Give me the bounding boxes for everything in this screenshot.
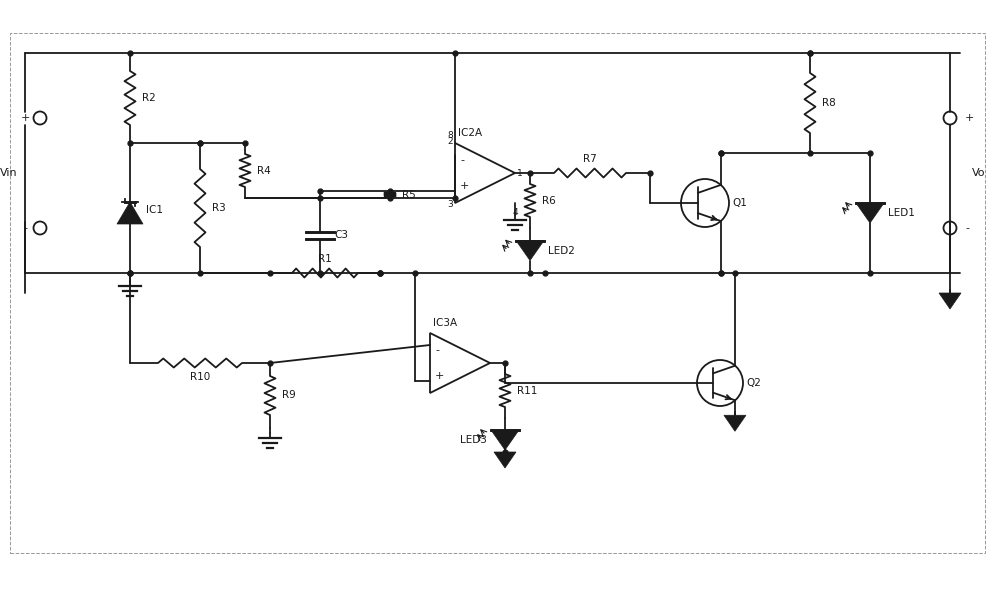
Text: IC3A: IC3A <box>433 318 457 328</box>
Polygon shape <box>491 430 519 450</box>
Text: +: + <box>965 113 974 123</box>
Text: 2: 2 <box>447 137 453 146</box>
Text: R9: R9 <box>282 390 296 401</box>
Text: R6: R6 <box>542 196 556 205</box>
Text: R1: R1 <box>318 254 332 264</box>
Text: -: - <box>460 155 464 165</box>
Polygon shape <box>724 415 746 431</box>
Text: LED1: LED1 <box>888 208 915 218</box>
Text: R5: R5 <box>402 190 416 199</box>
Text: LED2: LED2 <box>548 245 575 256</box>
Text: Q2: Q2 <box>746 378 761 388</box>
Text: C3: C3 <box>334 230 348 241</box>
Text: -: - <box>965 223 969 233</box>
Text: 1: 1 <box>517 168 523 178</box>
Text: 4: 4 <box>513 208 519 217</box>
Text: Q1: Q1 <box>732 198 747 208</box>
Text: 8: 8 <box>447 131 453 140</box>
Text: R3: R3 <box>212 203 226 213</box>
Polygon shape <box>494 452 516 468</box>
Text: 3: 3 <box>447 200 453 209</box>
Text: IC1: IC1 <box>146 205 163 215</box>
Text: R4: R4 <box>257 165 271 176</box>
Text: R7: R7 <box>583 154 597 164</box>
Text: LED3: LED3 <box>460 435 487 445</box>
Bar <box>10 33 985 553</box>
Text: R2: R2 <box>142 93 156 103</box>
Text: Vin: Vin <box>0 168 18 178</box>
Text: +: + <box>460 181 469 191</box>
Text: +: + <box>435 371 444 381</box>
Text: R10: R10 <box>190 372 210 382</box>
Text: -: - <box>435 345 439 355</box>
Text: R11: R11 <box>517 385 537 396</box>
Text: IC2A: IC2A <box>458 128 482 138</box>
Text: +: + <box>20 113 30 123</box>
Polygon shape <box>516 241 544 261</box>
Text: -: - <box>23 223 27 233</box>
Polygon shape <box>117 202 143 224</box>
Text: Vo: Vo <box>972 168 986 178</box>
Text: R8: R8 <box>822 98 836 108</box>
Polygon shape <box>856 203 884 223</box>
Polygon shape <box>939 293 961 309</box>
